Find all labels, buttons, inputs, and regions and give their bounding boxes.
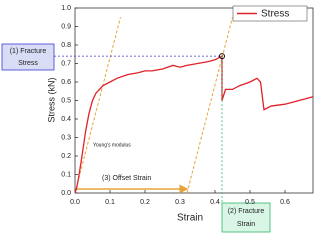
series-line: [74, 55, 314, 194]
reference-line: [74, 17, 121, 194]
fracture-point: [219, 53, 225, 60]
legend-box: [232, 5, 308, 22]
y-tick-label: 0.5: [61, 97, 71, 104]
annotation-text: (3) Offset Strain: [102, 175, 151, 182]
annotation-text: Young's modulus: [93, 142, 131, 148]
annotation-text: Strain: [237, 221, 255, 228]
y-tick-label: 0.6: [61, 79, 71, 86]
y-axis-label: Stress (kN): [46, 77, 56, 122]
annotation-text: (2) Fracture: [228, 208, 265, 215]
fracture-stress-box: [1, 43, 55, 71]
x-tick-label: 0.4: [210, 199, 220, 206]
x-tick-label: 0.6: [280, 199, 290, 206]
reference-line: [186, 17, 233, 194]
legend-label: Stress: [261, 9, 289, 20]
y-tick-label: 0.2: [61, 153, 71, 160]
x-tick-label: 0.5: [245, 199, 255, 206]
annotation-text: Stress: [18, 60, 38, 67]
y-tick-label: 0.4: [61, 116, 71, 123]
x-tick-label: 0.2: [140, 199, 150, 206]
plot-frame: [74, 7, 314, 194]
y-tick-label: 0.1: [61, 171, 71, 178]
y-tick-label: 0.8: [61, 42, 71, 49]
annotation-text: (1) Fracture: [10, 48, 47, 55]
y-tick-label: 0.3: [61, 134, 71, 141]
y-tick-label: 0.0: [61, 190, 71, 197]
x-axis-label: Strain: [177, 213, 203, 224]
y-tick-label: 0.7: [61, 60, 71, 67]
x-tick-label: 0.0: [70, 199, 80, 206]
x-tick-label: 0.1: [105, 199, 115, 206]
y-tick-label: 0.9: [61, 23, 71, 30]
fracture-strain-box: [221, 202, 271, 233]
y-tick-label: 1.0: [61, 5, 71, 12]
x-tick-label: 0.3: [175, 199, 185, 206]
